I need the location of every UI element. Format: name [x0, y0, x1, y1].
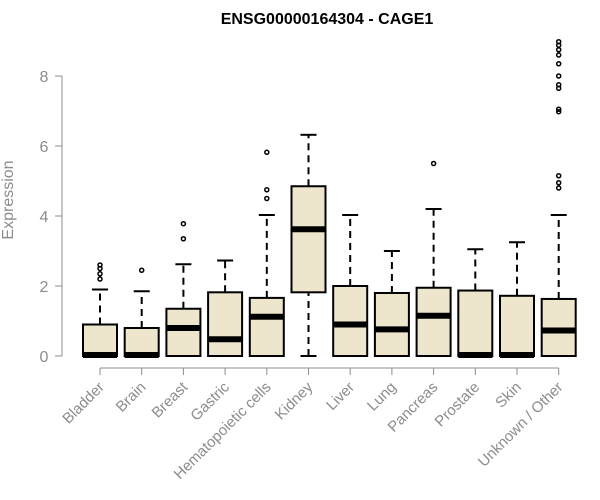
x-tick-label: Liver [323, 379, 358, 414]
x-tick-label: Bladder [59, 379, 108, 428]
outlier-point [138, 267, 145, 273]
y-tick-label: 0 [40, 349, 49, 366]
outlier-point [555, 106, 562, 112]
outlier-point [555, 73, 562, 79]
box-bladder [82, 262, 118, 358]
box-brain [123, 267, 160, 358]
x-tick-label: Lung [364, 379, 400, 415]
outlier-point [555, 82, 562, 88]
outlier-point [430, 160, 437, 167]
x-tick-label: Breast [149, 378, 192, 421]
outlier-point [264, 195, 270, 202]
boxes-group [82, 38, 577, 358]
outlier-point [555, 108, 562, 115]
outlier-point [555, 61, 562, 67]
y-tick-label: 2 [40, 279, 49, 296]
box-iqr [415, 286, 452, 357]
x-tick-label: Skin [492, 379, 525, 412]
x-tick-label: Prostate [432, 379, 484, 431]
box-pancreas [415, 160, 452, 357]
outlier-point [555, 180, 562, 186]
box-breast [165, 220, 202, 357]
box-kidney [290, 133, 327, 357]
box-iqr [165, 307, 202, 357]
y-tick-label: 4 [40, 209, 49, 226]
box-iqr [82, 323, 118, 357]
outlier-point [97, 271, 103, 277]
box-gastric [207, 259, 244, 357]
outlier-point [264, 149, 270, 156]
outlier-point [555, 47, 562, 53]
box-iqr [499, 294, 535, 357]
box-iqr [248, 296, 285, 357]
y-axis: 0 2 4 6 8 [40, 69, 63, 366]
box-hematopoietic-cells [248, 149, 285, 357]
y-tick-label: 8 [40, 69, 49, 86]
x-tick-label: Kidney [272, 378, 317, 423]
box-iqr [332, 285, 369, 357]
outlier-point [555, 38, 562, 45]
box-liver [332, 213, 369, 357]
outlier-point [97, 262, 103, 268]
outlier-point [264, 187, 270, 193]
y-tick-label: 6 [40, 139, 49, 156]
box-unknown-other [540, 38, 577, 358]
box-iqr [207, 291, 244, 357]
box-iqr [373, 292, 410, 357]
box-skin [499, 241, 535, 358]
y-axis-label: Expression [0, 160, 17, 239]
outlier-point [555, 185, 562, 191]
box-iqr [457, 289, 494, 357]
x-tick-label: Brain [113, 379, 150, 416]
outlier-point [180, 236, 187, 242]
outlier-point [180, 220, 187, 227]
box-lung [373, 250, 410, 357]
outlier-point [555, 52, 562, 58]
box-iqr [123, 327, 160, 357]
box-prostate [457, 248, 494, 358]
chart-title: ENSG00000164304 - CAGE1 [221, 11, 434, 28]
box-iqr [290, 185, 327, 294]
outlier-point [555, 173, 562, 179]
outlier-point [97, 276, 103, 282]
